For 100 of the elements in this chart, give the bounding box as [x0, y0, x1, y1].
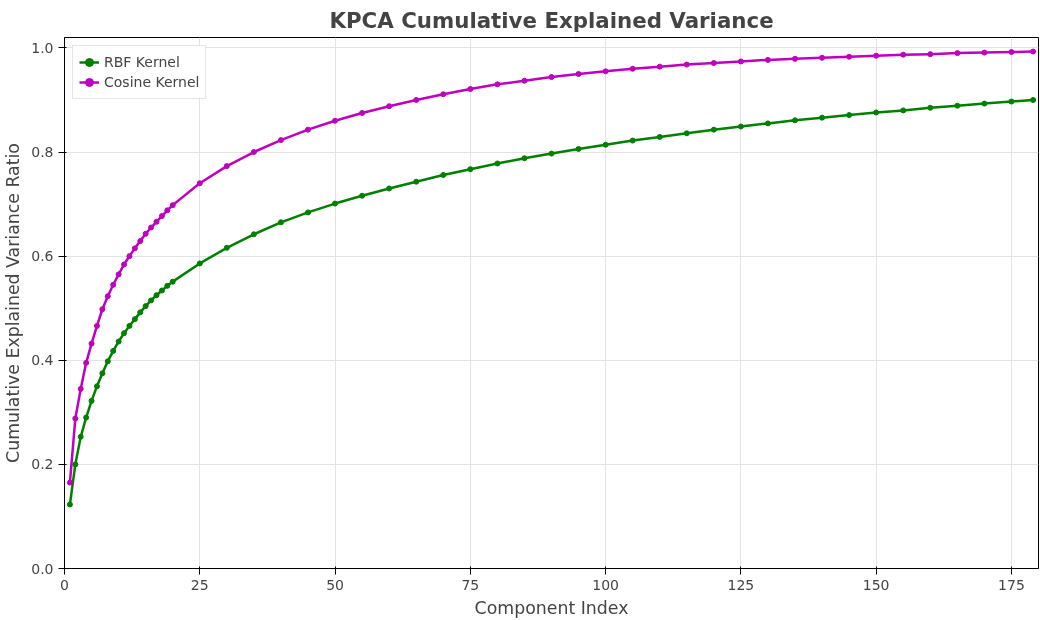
point	[332, 200, 339, 207]
point	[277, 137, 284, 144]
point	[1030, 96, 1037, 103]
point	[332, 117, 339, 124]
point	[440, 171, 447, 178]
point	[164, 282, 171, 289]
point	[250, 231, 257, 238]
point	[110, 281, 117, 288]
point	[196, 180, 203, 187]
x-tick-label: 25	[190, 576, 209, 593]
point	[93, 383, 100, 390]
point	[137, 238, 144, 245]
x-tick-label: 0	[60, 576, 69, 593]
point	[131, 316, 138, 323]
point	[126, 322, 133, 329]
point	[954, 102, 961, 109]
point	[1008, 49, 1015, 56]
x-tick-label: 50	[326, 576, 344, 593]
point	[575, 145, 582, 152]
point	[169, 278, 176, 285]
point	[710, 60, 717, 66]
point	[981, 49, 988, 56]
y-tick-label: 0.2	[31, 456, 54, 473]
point	[548, 74, 555, 81]
x-tick-label: 150	[862, 576, 890, 593]
point	[656, 133, 663, 140]
point	[126, 253, 133, 260]
point	[277, 219, 284, 226]
point	[169, 202, 176, 209]
point	[494, 81, 501, 88]
point	[764, 56, 771, 63]
point	[792, 55, 798, 62]
point	[115, 338, 122, 345]
point	[954, 50, 961, 57]
point	[88, 397, 95, 404]
point	[158, 287, 165, 294]
point	[683, 130, 690, 137]
point	[413, 178, 420, 185]
point	[710, 126, 717, 133]
point	[521, 155, 528, 162]
point	[629, 65, 636, 72]
point	[494, 160, 501, 167]
x-tick-label: 100	[592, 576, 619, 593]
point	[83, 414, 90, 421]
chart-title: KPCA Cumulative Explained Variance	[329, 7, 774, 33]
point	[305, 209, 311, 216]
point	[764, 120, 771, 127]
y-tick-label: 0.6	[31, 248, 54, 265]
point	[115, 271, 122, 278]
point	[792, 117, 798, 124]
point	[93, 322, 100, 329]
point	[413, 96, 420, 103]
point	[66, 479, 73, 486]
point	[305, 126, 311, 133]
point	[467, 166, 474, 173]
point	[602, 141, 609, 148]
y-tick-label: 0.0	[31, 560, 54, 577]
point	[467, 86, 474, 93]
point	[88, 340, 95, 347]
x-tick-label: 125	[727, 576, 755, 593]
point	[148, 297, 155, 304]
y-tick-label: 0.8	[31, 144, 54, 161]
point	[99, 370, 106, 377]
point	[656, 63, 663, 70]
y-axis-title: Cumulative Explained Variance Ratio	[3, 143, 24, 463]
point	[77, 433, 84, 440]
point	[873, 109, 880, 116]
point	[846, 53, 853, 60]
point	[148, 224, 155, 231]
point	[737, 58, 744, 65]
legend-label: RBF Kernel	[104, 54, 180, 70]
point	[223, 163, 230, 170]
point	[440, 91, 447, 98]
point	[602, 68, 609, 75]
point	[250, 149, 257, 156]
point	[521, 77, 528, 84]
x-tick-label: 175	[998, 576, 1025, 593]
point	[1008, 98, 1015, 105]
point	[575, 70, 582, 77]
point	[981, 100, 988, 107]
point	[548, 150, 555, 157]
point	[873, 52, 880, 59]
y-tick-label: 0.4	[31, 352, 54, 369]
point	[153, 292, 160, 299]
point	[846, 112, 853, 119]
point	[900, 107, 907, 114]
point	[359, 109, 366, 116]
x-axis-title: Component Index	[474, 597, 629, 618]
point	[196, 260, 203, 267]
point	[359, 192, 366, 199]
point	[99, 306, 106, 313]
point	[110, 347, 117, 354]
x-tick-label: 75	[461, 576, 480, 593]
point	[223, 244, 230, 251]
point	[83, 359, 90, 366]
point	[683, 61, 690, 68]
point	[121, 330, 128, 337]
point	[72, 461, 79, 468]
point	[629, 137, 636, 144]
point	[927, 104, 934, 111]
